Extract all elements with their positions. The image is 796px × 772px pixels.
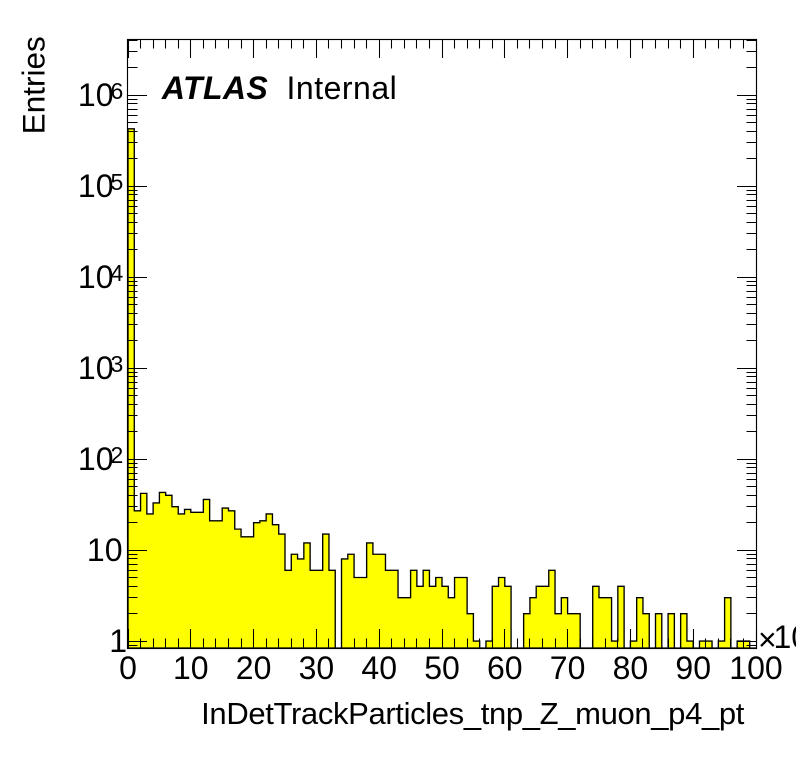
- svg-text:3: 3: [111, 351, 124, 377]
- svg-text:10: 10: [78, 259, 114, 295]
- svg-text:×: ×: [758, 622, 777, 658]
- svg-text:InDetTrackParticles_tnp_Z_muon: InDetTrackParticles_tnp_Z_muon_p4_pt: [201, 696, 745, 731]
- svg-text:10: 10: [774, 619, 796, 655]
- svg-text:Internal: Internal: [287, 70, 398, 106]
- svg-text:10: 10: [78, 168, 114, 204]
- svg-text:30: 30: [299, 650, 335, 686]
- svg-text:10: 10: [78, 441, 114, 477]
- svg-text:2: 2: [111, 442, 124, 468]
- svg-text:4: 4: [111, 260, 124, 286]
- svg-text:20: 20: [236, 650, 272, 686]
- svg-text:60: 60: [487, 650, 523, 686]
- svg-text:ATLAS: ATLAS: [161, 70, 269, 106]
- svg-text:0: 0: [119, 650, 137, 686]
- svg-text:10: 10: [173, 650, 209, 686]
- svg-text:6: 6: [111, 78, 124, 104]
- svg-text:Entries: Entries: [16, 36, 52, 134]
- svg-text:1: 1: [109, 623, 127, 659]
- svg-text:10: 10: [78, 77, 114, 113]
- svg-text:70: 70: [550, 650, 586, 686]
- svg-text:40: 40: [361, 650, 397, 686]
- svg-text:10: 10: [78, 350, 114, 386]
- svg-text:5: 5: [111, 169, 124, 195]
- svg-text:80: 80: [613, 650, 649, 686]
- svg-text:90: 90: [675, 650, 711, 686]
- svg-text:100: 100: [729, 650, 782, 686]
- svg-text:50: 50: [424, 650, 460, 686]
- svg-text:10: 10: [87, 532, 123, 568]
